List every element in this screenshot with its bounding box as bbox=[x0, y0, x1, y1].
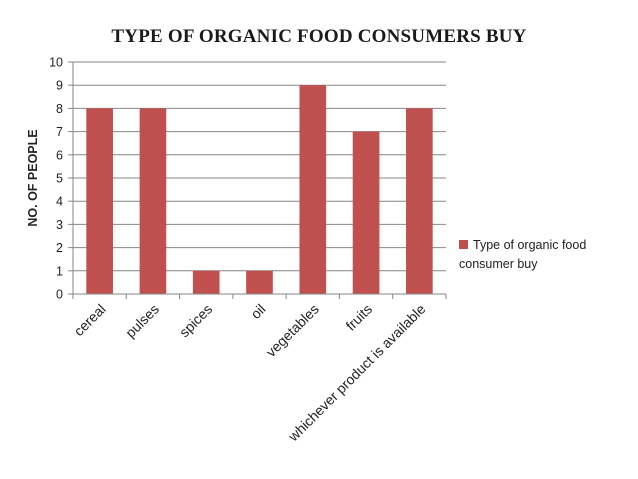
y-tick-labels: 0 1 2 3 4 5 6 7 8 9 10 bbox=[49, 56, 63, 302]
bar-fruits bbox=[352, 131, 380, 294]
y-tick-label: 4 bbox=[56, 195, 63, 209]
y-tick-label: 0 bbox=[56, 288, 63, 302]
y-tick-label: 3 bbox=[56, 218, 63, 232]
y-tick-label: 10 bbox=[49, 56, 63, 70]
y-tick-label: 5 bbox=[56, 172, 63, 186]
x-tick-label: oil bbox=[247, 301, 268, 322]
x-tick-label: cereal bbox=[70, 301, 108, 339]
y-tick-label: 1 bbox=[56, 264, 63, 278]
bar-spices bbox=[192, 270, 220, 294]
legend: Type of organic food consumer buy bbox=[459, 236, 629, 274]
bar-cereal bbox=[86, 108, 113, 295]
y-axis-label: NO. OF PEOPLE bbox=[26, 129, 40, 226]
x-tick-label: fruits bbox=[342, 301, 375, 334]
bar-oil bbox=[246, 270, 273, 294]
x-tick-label: vegetables bbox=[263, 301, 322, 360]
y-tick-label: 2 bbox=[56, 241, 63, 255]
x-tick-label: spices bbox=[176, 301, 215, 340]
legend-swatch bbox=[459, 240, 468, 249]
legend-label: Type of organic food consumer buy bbox=[459, 238, 587, 271]
bar-whichever-product-is-available bbox=[406, 108, 433, 295]
chart-title: TYPE OF ORGANIC FOOD CONSUMERS BUY bbox=[111, 26, 527, 47]
bar-vegetables bbox=[299, 85, 327, 294]
bar-pulses bbox=[139, 108, 167, 295]
bars bbox=[86, 85, 433, 295]
y-tick-label: 7 bbox=[56, 125, 63, 139]
y-tick-label: 6 bbox=[56, 148, 63, 162]
axes bbox=[72, 62, 447, 299]
y-tick-label: 8 bbox=[56, 102, 63, 116]
gridlines bbox=[68, 61, 446, 295]
x-tick-label: pulses bbox=[122, 301, 162, 341]
y-tick-label: 9 bbox=[56, 79, 63, 93]
